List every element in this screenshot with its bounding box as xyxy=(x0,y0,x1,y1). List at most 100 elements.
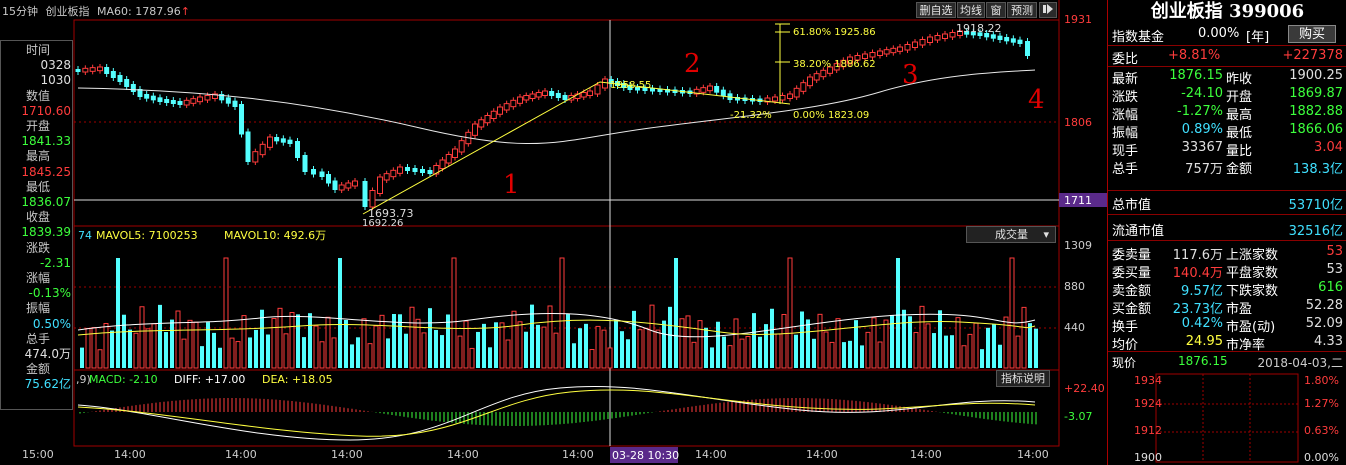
volume-bar xyxy=(289,312,295,369)
quote-label: 振幅 xyxy=(1112,126,1139,141)
volume-bar xyxy=(446,314,450,368)
candle-body xyxy=(720,89,726,97)
candle-body xyxy=(439,159,446,169)
candle-body xyxy=(840,59,847,68)
period-label[interactable]: 15分钟 xyxy=(2,5,38,18)
info-label: 金额 xyxy=(25,362,50,377)
candle-body xyxy=(869,52,876,58)
volume-bar xyxy=(313,325,319,369)
volume-bar xyxy=(919,305,925,369)
info-value: -0.13% xyxy=(28,286,71,301)
candle-body xyxy=(144,94,150,99)
buy-button[interactable]: 购买 xyxy=(1288,25,1336,43)
volume-bar xyxy=(110,330,114,368)
volume-bar xyxy=(572,343,576,368)
volume-bar xyxy=(524,331,528,368)
candle-body xyxy=(1010,38,1016,43)
volume-bar xyxy=(829,341,835,369)
quote-label: 委卖量 xyxy=(1112,248,1152,263)
candle-body xyxy=(990,34,996,39)
candle-body xyxy=(862,53,868,59)
volume-bar xyxy=(967,333,973,369)
volume-indicator-dropdown[interactable]: 成交量 ▾ xyxy=(966,226,1056,243)
volume-bar xyxy=(139,306,145,369)
candle-body xyxy=(405,167,410,171)
volume-bar xyxy=(344,319,348,368)
quote-row: 委买量 140.4万 平盘家数 53 xyxy=(1108,261,1346,281)
volume-bar xyxy=(691,341,697,369)
fib-label: 0.00% 1823.09 xyxy=(793,110,869,121)
window-button[interactable]: 窗 xyxy=(986,2,1006,18)
candle-body xyxy=(800,82,807,92)
volume-bar xyxy=(902,309,906,368)
info-value: -2.31 xyxy=(39,255,71,270)
ma60-line xyxy=(77,69,1036,145)
volume-bar xyxy=(883,319,889,369)
volume-bar xyxy=(938,310,942,368)
mini-y-right-3: 0.00% xyxy=(1304,451,1339,464)
volume-bar xyxy=(367,343,373,369)
float-value: 32516亿 xyxy=(1288,224,1343,239)
info-value: 0.50% xyxy=(32,316,71,331)
chart-toolbar: 15分钟 创业板指 MA60: 1787.96↑ 删自选 均线 窗 预测 xyxy=(0,0,1060,20)
volume-bar xyxy=(421,332,427,369)
volume-bar xyxy=(800,311,804,368)
fib-label: -21.32% xyxy=(730,110,772,121)
volume-bar xyxy=(103,323,109,369)
quote-label: 平盘家数 xyxy=(1226,266,1279,281)
quote-label: 开盘 xyxy=(1226,90,1253,105)
candle-body xyxy=(529,93,536,99)
order-stats: 委卖量 117.6万 上涨家数 53 委买量 140.4万 平盘家数 53 卖金额 9.57亿 下跌… xyxy=(1108,243,1346,353)
indicator-help-button[interactable]: 指标说明 xyxy=(996,370,1050,387)
quote-label: 涨跌 xyxy=(1112,90,1139,105)
volume-bar xyxy=(812,338,816,368)
candle-body xyxy=(302,155,308,172)
volume-bar xyxy=(961,345,967,369)
volume-bar xyxy=(338,258,342,368)
time-axis-label: 14:00 xyxy=(225,448,257,461)
quote-value: 757万 xyxy=(1185,162,1223,177)
index-name: 创业板指 xyxy=(45,5,90,18)
quote-label: 上涨家数 xyxy=(1226,248,1279,263)
volume-bar xyxy=(620,331,624,368)
volume-bar xyxy=(350,344,354,368)
candle-body xyxy=(523,95,530,101)
info-label: 最低 xyxy=(25,179,50,194)
quote-label: 现手 xyxy=(1112,144,1139,159)
volume-bar xyxy=(655,329,661,369)
candle-body xyxy=(117,75,123,82)
remove-watchlist-button[interactable]: 删自选 xyxy=(916,2,956,18)
candle-body xyxy=(458,140,465,153)
volume-bar xyxy=(626,339,630,368)
quote-value: 117.6万 xyxy=(1172,248,1223,263)
quote-value: 0.42% xyxy=(1181,316,1223,331)
candle-body xyxy=(779,95,786,101)
fib-label: 61.80% 1925.86 xyxy=(793,27,876,38)
candle-body xyxy=(225,97,231,104)
volume-bar xyxy=(944,335,948,368)
arrow-right-icon[interactable] xyxy=(1039,2,1057,18)
volume-bar xyxy=(697,320,703,369)
quote-value: -1.27% xyxy=(1177,104,1223,119)
kline-chart[interactable]: 1931 1806 1711 61.80% 1925.86 38.20% 1886.62… xyxy=(0,0,1107,465)
ma-button[interactable]: 均线 xyxy=(957,2,985,18)
volume-bar xyxy=(386,338,390,368)
volume-axis-label: 880 xyxy=(1064,280,1085,293)
candle-body xyxy=(807,76,813,87)
time-axis-label: 14:00 xyxy=(910,448,942,461)
quote-row: 涨幅 -1.27% 最高 1882.88 xyxy=(1108,103,1346,123)
volume-bar xyxy=(1009,257,1015,369)
volume-bar xyxy=(1003,316,1009,369)
price-panel-frame xyxy=(73,19,1060,227)
volume-bar xyxy=(428,308,432,368)
forecast-button[interactable]: 预测 xyxy=(1007,2,1037,18)
candle-body xyxy=(883,49,890,55)
volume-bar xyxy=(1034,328,1038,368)
volume-bar xyxy=(415,318,421,369)
candle-body xyxy=(714,86,720,93)
info-value: 1710.60 xyxy=(21,103,71,118)
candle-body xyxy=(445,154,452,164)
volume-bar xyxy=(794,334,798,368)
candle-body xyxy=(587,90,593,96)
quote-label: 市净率 xyxy=(1226,338,1266,353)
